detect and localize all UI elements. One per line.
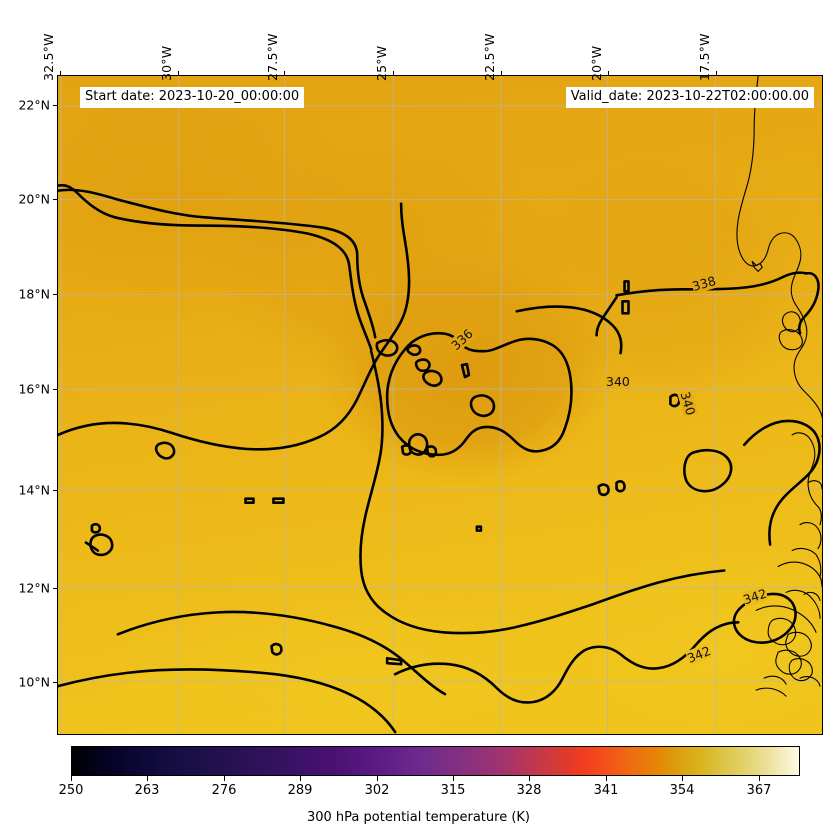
- ytick-label-20N: 20°N: [18, 191, 50, 207]
- coastline: [736, 76, 822, 697]
- cbtick-label-302: 302: [364, 783, 390, 798]
- xtick-label-30W: 30°W: [159, 45, 174, 81]
- cbtick-label-276: 276: [211, 783, 237, 798]
- contour-lines: [58, 183, 821, 734]
- xtick-mark-30W: [178, 71, 179, 75]
- cbtick-label-250: 250: [58, 783, 84, 798]
- colorbar-gradient: [72, 747, 799, 775]
- start-date-annotation: Start date: 2023-10-20_00:00:00: [80, 87, 305, 108]
- cbtick-mark-289: [300, 776, 301, 781]
- xtick-mark-17.5W: [716, 71, 717, 75]
- ytick-mark-22N: [53, 105, 57, 106]
- xtick-mark-32.5W: [60, 71, 61, 75]
- xtick-label-32.5W: 32.5°W: [41, 33, 56, 81]
- xtick-mark-22.5W: [501, 71, 502, 75]
- ytick-mark-16N: [53, 389, 57, 390]
- xtick-label-25W: 25°W: [374, 45, 389, 81]
- xtick-mark-20W: [608, 71, 609, 75]
- cbtick-label-263: 263: [134, 783, 160, 798]
- potential-temperature-field: [58, 76, 822, 734]
- cbtick-mark-302: [377, 776, 378, 781]
- map-plot-area[interactable]: 336 338 340 340 342 342 Start date: 2023…: [57, 75, 823, 735]
- cbtick-label-289: 289: [287, 783, 313, 798]
- cbtick-mark-250: [71, 776, 72, 781]
- contour-label-340-a: 340: [606, 374, 630, 389]
- cbtick-mark-276: [224, 776, 225, 781]
- xtick-label-20W: 20°W: [589, 45, 604, 81]
- ytick-mark-12N: [53, 588, 57, 589]
- colorbar-title: 300 hPa potential temperature (K): [306, 810, 530, 825]
- xtick-label-22.5W: 22.5°W: [482, 33, 497, 81]
- ytick-mark-14N: [53, 490, 57, 491]
- xtick-mark-25W: [393, 71, 394, 75]
- ytick-label-18N: 18°N: [18, 286, 50, 302]
- ytick-label-12N: 12°N: [18, 580, 50, 596]
- ytick-label-14N: 14°N: [18, 482, 50, 498]
- cbtick-label-341: 341: [593, 783, 619, 798]
- valid-date-annotation: Valid_date: 2023-10-22T02:00:00.00: [565, 87, 814, 108]
- cbtick-mark-341: [606, 776, 607, 781]
- ytick-mark-18N: [53, 294, 57, 295]
- colorbar[interactable]: [71, 746, 800, 776]
- ytick-mark-20N: [53, 199, 57, 200]
- cbtick-mark-367: [759, 776, 760, 781]
- cbtick-label-328: 328: [516, 783, 542, 798]
- xtick-label-27.5W: 27.5°W: [265, 33, 280, 81]
- cbtick-mark-354: [682, 776, 683, 781]
- map-gridlines: [58, 76, 822, 734]
- ytick-label-22N: 22°N: [18, 97, 50, 113]
- ytick-label-10N: 10°N: [18, 674, 50, 690]
- xtick-mark-27.5W: [284, 71, 285, 75]
- cbtick-mark-263: [147, 776, 148, 781]
- cbtick-mark-315: [453, 776, 454, 781]
- cbtick-label-315: 315: [440, 783, 466, 798]
- ytick-mark-10N: [53, 682, 57, 683]
- cbtick-label-354: 354: [669, 783, 695, 798]
- xtick-label-17.5W: 17.5°W: [697, 33, 712, 81]
- cbtick-mark-328: [529, 776, 530, 781]
- ytick-label-16N: 16°N: [18, 381, 50, 397]
- cbtick-label-367: 367: [746, 783, 772, 798]
